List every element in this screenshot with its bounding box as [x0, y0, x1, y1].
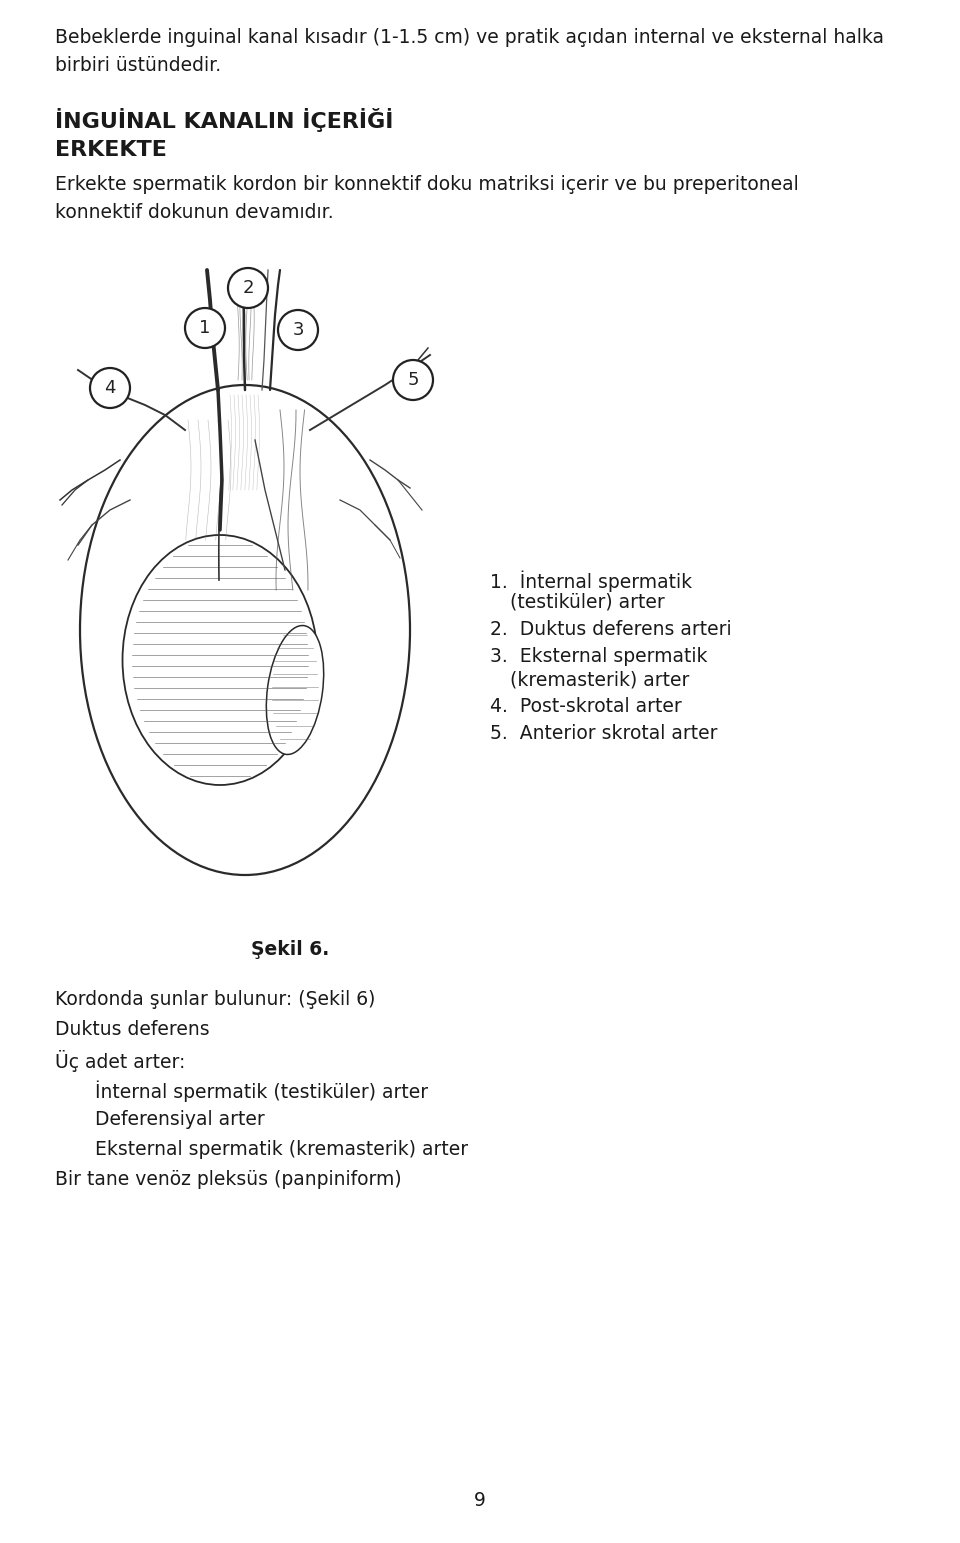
- Circle shape: [278, 310, 318, 350]
- Text: ERKEKTE: ERKEKTE: [55, 140, 167, 160]
- Text: 2.  Duktus deferens arteri: 2. Duktus deferens arteri: [490, 620, 732, 639]
- Text: Duktus deferens: Duktus deferens: [55, 1020, 209, 1038]
- Text: Bebeklerde inguinal kanal kısadır (1-1.5 cm) ve pratik açıdan internal ve ekster: Bebeklerde inguinal kanal kısadır (1-1.5…: [55, 28, 884, 46]
- Text: 2: 2: [242, 279, 253, 296]
- Text: 5.  Anterior skrotal arter: 5. Anterior skrotal arter: [490, 724, 717, 744]
- Circle shape: [185, 309, 225, 349]
- Text: (kremasterik) arter: (kremasterik) arter: [510, 670, 689, 690]
- Text: İNGUİNAL KANALIN İÇERİĞİ: İNGUİNAL KANALIN İÇERİĞİ: [55, 108, 394, 133]
- Text: 3: 3: [292, 321, 303, 339]
- Text: 4.  Post-skrotal arter: 4. Post-skrotal arter: [490, 697, 682, 716]
- Text: 1: 1: [200, 319, 210, 336]
- Text: konnektif dokunun devamıdır.: konnektif dokunun devamıdır.: [55, 204, 334, 222]
- Text: Eksternal spermatik (kremasterik) arter: Eksternal spermatik (kremasterik) arter: [95, 1140, 468, 1159]
- Text: Üç adet arter:: Üç adet arter:: [55, 1049, 185, 1072]
- Text: (testiküler) arter: (testiküler) arter: [510, 593, 664, 613]
- Text: 9: 9: [474, 1491, 486, 1511]
- Circle shape: [393, 360, 433, 400]
- Circle shape: [228, 268, 268, 309]
- Text: 5: 5: [407, 370, 419, 389]
- Circle shape: [90, 367, 130, 407]
- Text: birbiri üstündedir.: birbiri üstündedir.: [55, 56, 221, 76]
- Text: Deferensiyal arter: Deferensiyal arter: [95, 1109, 265, 1129]
- Text: Kordonda şunlar bulunur: (Şekil 6): Kordonda şunlar bulunur: (Şekil 6): [55, 991, 375, 1009]
- Text: Şekil 6.: Şekil 6.: [251, 940, 329, 960]
- Text: 4: 4: [105, 380, 116, 397]
- Text: Erkekte spermatik kordon bir konnektif doku matriksi içerir ve bu preperitoneal: Erkekte spermatik kordon bir konnektif d…: [55, 174, 799, 194]
- Text: Bir tane venöz pleksüs (panpiniform): Bir tane venöz pleksüs (panpiniform): [55, 1170, 401, 1190]
- Text: 3.  Eksternal spermatik: 3. Eksternal spermatik: [490, 647, 708, 667]
- Text: İnternal spermatik (testiküler) arter: İnternal spermatik (testiküler) arter: [95, 1080, 428, 1102]
- Ellipse shape: [123, 535, 318, 785]
- Ellipse shape: [266, 625, 324, 755]
- Text: 1.  İnternal spermatik: 1. İnternal spermatik: [490, 569, 692, 591]
